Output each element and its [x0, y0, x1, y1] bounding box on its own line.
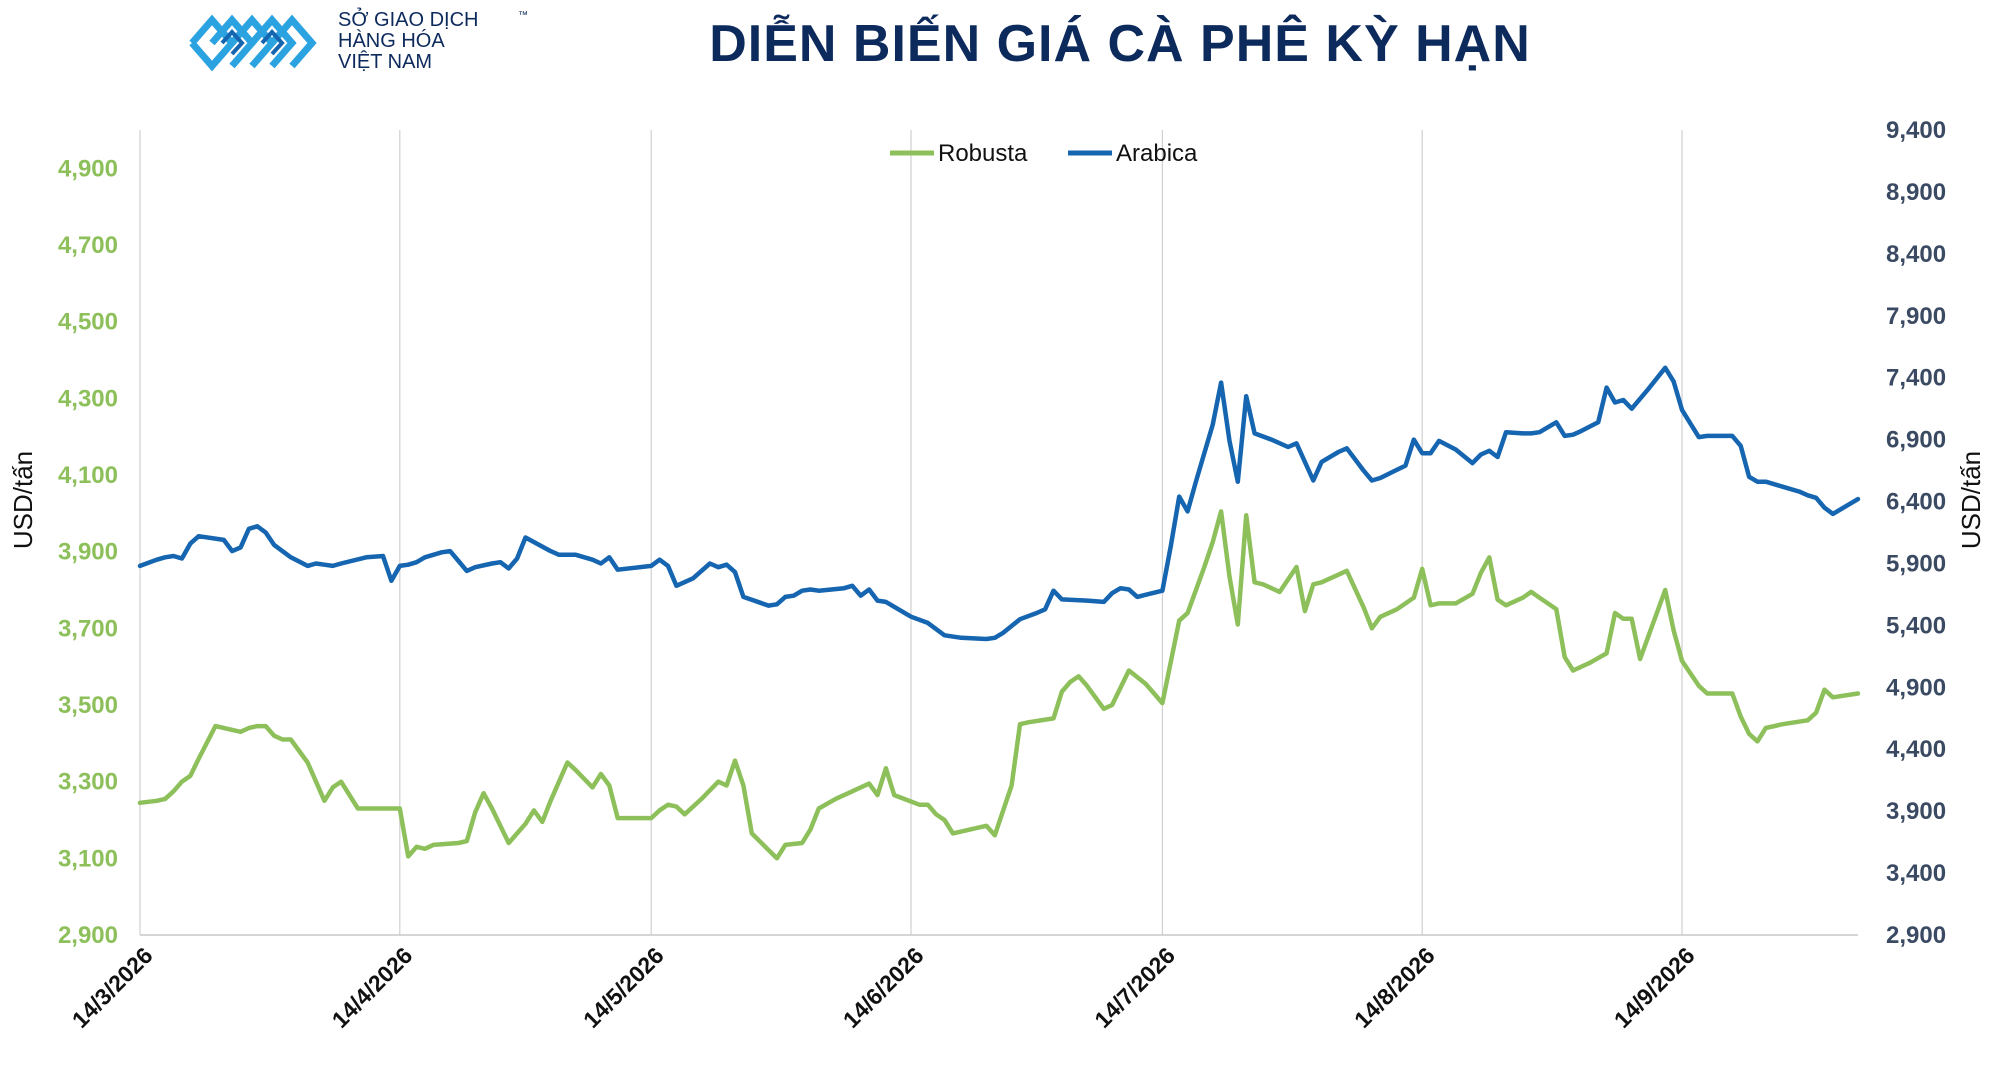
y-right-tick-label: 4,900 — [1886, 674, 1946, 701]
y-right-tick-label: 7,900 — [1886, 303, 1946, 330]
y-left-tick-label: 3,700 — [58, 615, 118, 642]
y-right-tick-label: 7,400 — [1886, 365, 1946, 392]
logo-mark-icon — [189, 14, 317, 72]
series-line-arabica — [137, 365, 1861, 642]
x-tick-label: 14/5/2026 — [578, 942, 669, 1033]
y-left-tick-label: 4,900 — [58, 155, 118, 182]
y-right-tick-label: 8,900 — [1886, 179, 1946, 206]
y-right-tick-label: 6,400 — [1886, 489, 1946, 516]
x-tick-label: 14/8/2026 — [1349, 942, 1440, 1033]
y-left-tick-label: 4,500 — [58, 309, 118, 336]
y-right-tick-label: 8,400 — [1886, 241, 1946, 268]
y-left-tick-label: 4,300 — [58, 385, 118, 412]
logo-line-1: SỞ GIAO DỊCH — [338, 9, 479, 31]
y-axis-label-left: USD/tấn — [8, 451, 38, 549]
chart-title: DIỄN BIẾN GIÁ CÀ PHÊ KỲ HẠN — [709, 15, 1531, 73]
y-left-tick-label: 4,700 — [58, 232, 118, 259]
y-right-tick-label: 3,900 — [1886, 798, 1946, 825]
x-tick-label: 14/7/2026 — [1089, 942, 1180, 1033]
logo-trademark: ™ — [518, 10, 528, 21]
series-line-robusta — [137, 509, 1861, 861]
y-left-tick-label: 3,300 — [58, 769, 118, 796]
y-right-tick-label: 5,400 — [1886, 612, 1946, 639]
x-tick-label: 14/3/2026 — [67, 942, 158, 1033]
y-left-tick-label: 3,500 — [58, 692, 118, 719]
axes: 14/3/2026 14/4/2026 14/5/2026 14/6/2026 14/7… — [58, 117, 1946, 1033]
legend: Robusta Arabica — [890, 140, 1198, 167]
y-right-tick-label: 3,400 — [1886, 860, 1946, 887]
grid-lines — [139, 130, 1683, 935]
x-tick-label: 14/6/2026 — [838, 942, 929, 1033]
y-left-tick-label: 3,900 — [58, 539, 118, 566]
legend-label-arabica: Arabica — [1116, 140, 1198, 167]
y-right-tick-label: 9,400 — [1886, 117, 1946, 144]
logo-line-2: HÀNG HÓA — [338, 30, 445, 52]
y-left-tick-label: 3,100 — [58, 845, 118, 872]
y-axis-label-right: USD/tấn — [1956, 451, 1986, 549]
y-left-tick-label: 4,100 — [58, 462, 118, 489]
logo: SỞ GIAO DỊCH HÀNG HÓA VIỆT NAM ™ — [188, 8, 588, 78]
y-left-tick-label: 2,900 — [58, 922, 118, 949]
x-tick-label: 14/4/2026 — [327, 942, 418, 1033]
y-right-tick-label: 2,900 — [1886, 922, 1946, 949]
logo-text: SỞ GIAO DỊCH HÀNG HÓA VIỆT NAM — [338, 10, 479, 73]
logo-line-3: VIỆT NAM — [338, 51, 433, 73]
y-right-tick-label: 5,900 — [1886, 550, 1946, 577]
x-tick-label: 14/9/2026 — [1609, 942, 1700, 1033]
y-right-tick-label: 4,400 — [1886, 736, 1946, 763]
series-lines — [137, 365, 1861, 861]
y-right-tick-label: 6,900 — [1886, 427, 1946, 454]
legend-label-robusta: Robusta — [938, 140, 1028, 167]
